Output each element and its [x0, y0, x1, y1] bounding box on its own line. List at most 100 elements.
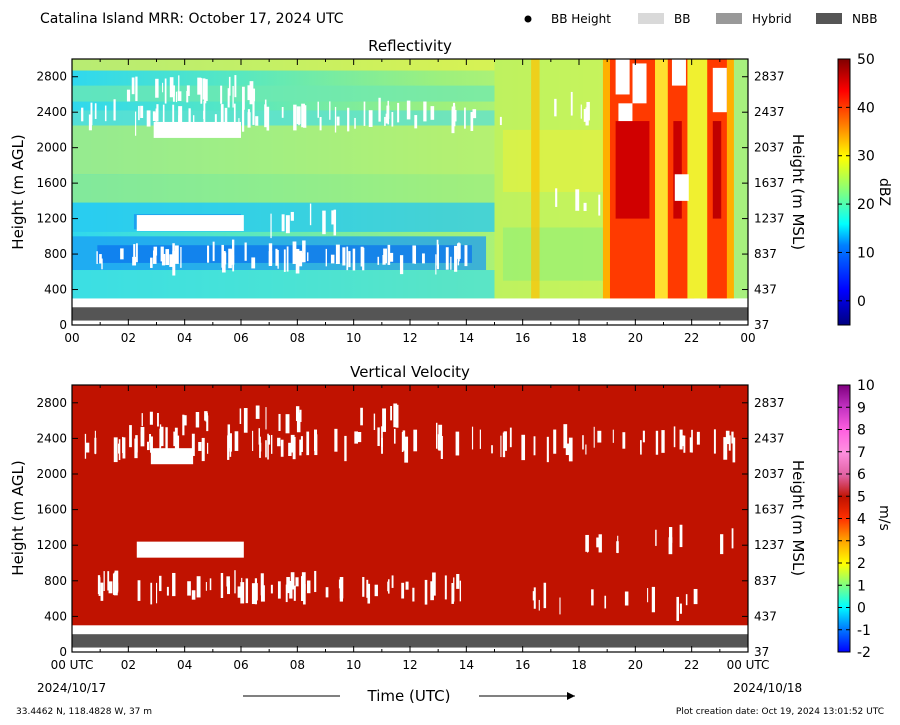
no-data-gap	[281, 107, 284, 118]
no-data-gap	[101, 258, 103, 270]
no-data-gap	[423, 101, 427, 122]
no-data-gap	[292, 241, 297, 264]
y-tick-label-right: 37	[754, 318, 769, 332]
velocity-ylabel-left: Height (m AGL)	[9, 460, 27, 575]
no-data-gap	[169, 254, 173, 267]
no-data-gap	[435, 422, 438, 449]
no-data-gap	[618, 103, 633, 122]
no-data-gap	[153, 250, 157, 264]
no-data-gap	[347, 107, 350, 132]
velocity-colorbar-label: m/s	[876, 505, 892, 531]
no-data-gap	[212, 241, 215, 262]
no-data-gap	[422, 253, 425, 264]
no-data-gap	[366, 579, 369, 598]
no-data-gap	[405, 581, 409, 590]
no-data-gap	[406, 100, 411, 120]
y-tick-label: 2400	[36, 431, 67, 445]
no-data-gap	[444, 575, 447, 600]
colorbar-tick-label: 2	[857, 556, 866, 572]
no-data-gap	[502, 432, 506, 458]
x-tick-label: 20	[628, 658, 643, 672]
no-data-gap	[150, 448, 194, 465]
no-data-gap	[153, 121, 241, 138]
end-date: 2024/10/18	[733, 681, 802, 695]
no-data-gap	[288, 442, 292, 456]
reflectivity-colorbar	[837, 58, 851, 326]
no-data-gap	[296, 106, 301, 125]
no-data-gap	[591, 589, 594, 606]
reflectivity-layer	[72, 174, 495, 203]
no-data-gap	[632, 63, 647, 104]
no-data-gap	[598, 534, 602, 553]
x-tick-label: 02	[121, 658, 136, 672]
no-data-gap	[464, 245, 468, 267]
no-data-gap	[319, 116, 322, 131]
no-data-gap	[696, 431, 700, 445]
legend-label: BB Height	[551, 12, 611, 26]
y-tick-label-right: 437	[754, 283, 777, 297]
no-data-gap	[679, 524, 683, 548]
no-data-gap	[204, 411, 208, 421]
no-data-gap	[373, 413, 376, 431]
no-data-gap	[725, 430, 730, 445]
no-data-gap	[220, 85, 223, 104]
y-tick-label-right: 837	[754, 574, 777, 588]
no-data-gap	[693, 588, 698, 605]
no-data-gap	[162, 104, 165, 129]
no-data-gap	[136, 243, 138, 263]
no-data-gap	[731, 431, 734, 444]
no-data-gap	[585, 444, 587, 455]
reflectivity-layer	[72, 125, 495, 175]
no-data-gap	[285, 414, 290, 434]
x-tick-label: 16	[515, 658, 530, 672]
legend-swatch	[638, 13, 664, 24]
y-tick-label-right: 1237	[754, 538, 785, 552]
no-data-gap	[149, 434, 152, 443]
no-data-gap	[191, 433, 195, 456]
no-data-gap	[731, 528, 734, 549]
no-data-gap	[344, 435, 347, 462]
colorbar-tick-label: 50	[857, 52, 875, 68]
no-data-gap	[140, 431, 143, 442]
no-data-gap	[186, 85, 190, 96]
no-data-gap	[267, 435, 271, 445]
no-data-gap	[156, 104, 159, 122]
no-data-gap	[233, 103, 236, 128]
no-data-gap	[197, 77, 202, 95]
no-data-gap	[251, 583, 256, 605]
no-data-gap	[224, 107, 228, 132]
no-data-gap	[270, 213, 272, 239]
page-title: Catalina Island MRR: October 17, 2024 UT…	[40, 11, 344, 27]
no-data-gap	[108, 581, 113, 594]
no-data-gap	[570, 91, 573, 116]
no-data-gap	[96, 251, 98, 264]
no-data-gap	[301, 103, 305, 128]
no-data-gap	[165, 249, 170, 266]
no-data-gap	[134, 438, 138, 459]
no-data-gap	[651, 586, 656, 613]
no-data-gap	[655, 529, 657, 546]
no-data-gap	[391, 111, 394, 127]
header-legend: BB Height BB Hybrid NBB	[524, 12, 877, 26]
no-data-gap	[597, 430, 602, 443]
colorbar-tick-label: 7	[857, 445, 866, 461]
no-data-gap	[252, 99, 255, 125]
no-data-gap	[172, 104, 175, 130]
no-data-gap	[242, 86, 245, 110]
no-data-gap	[668, 537, 673, 555]
no-data-gap	[285, 584, 288, 603]
no-data-gap	[661, 430, 665, 453]
no-data-gap	[207, 442, 209, 454]
no-data-gap	[100, 582, 104, 601]
nbb-band	[72, 634, 748, 648]
no-data-gap	[367, 583, 371, 604]
x-tick-label: 00	[64, 331, 79, 345]
no-data-gap	[303, 584, 306, 605]
legend-label: Hybrid	[752, 12, 792, 26]
no-data-gap	[160, 426, 164, 447]
no-data-gap	[374, 584, 378, 597]
no-data-gap	[182, 414, 185, 436]
no-data-gap	[673, 426, 676, 448]
no-data-gap	[150, 257, 153, 268]
velocity-panel: 0 37 400 437 800 837 1200 1237 1600 1637 2000 2037 2…	[36, 384, 785, 672]
